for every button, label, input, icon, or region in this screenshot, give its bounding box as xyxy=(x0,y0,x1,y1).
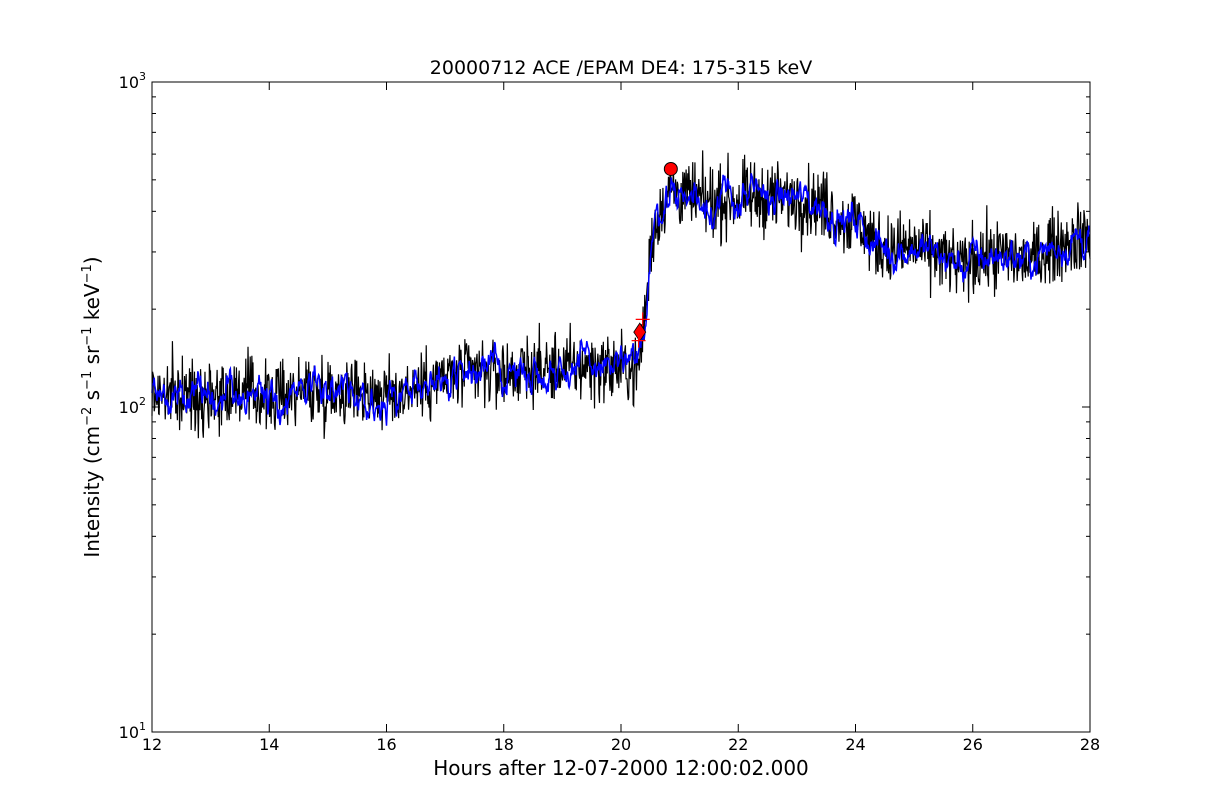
onset-marker-plus xyxy=(635,312,650,327)
y-tick-label: 101 xyxy=(119,720,146,742)
onset-marker-plus xyxy=(631,333,646,348)
x-tick-label: 16 xyxy=(376,735,396,754)
y-tick-label: 102 xyxy=(119,395,146,417)
x-tick-label: 20 xyxy=(611,735,631,754)
x-tick-label: 14 xyxy=(259,735,279,754)
series-line-smoothed xyxy=(151,173,1091,426)
axes-frame xyxy=(151,81,1091,733)
peak-marker-circle xyxy=(663,161,678,176)
chart-title: 20000712 ACE /EPAM DE4: 175-315 keV xyxy=(430,57,812,79)
x-tick-label: 24 xyxy=(845,735,865,754)
x-tick-label: 12 xyxy=(142,735,162,754)
y-tick-label: 103 xyxy=(119,70,146,92)
x-tick-label: 28 xyxy=(1080,735,1100,754)
x-tick-label: 18 xyxy=(494,735,514,754)
x-tick-label: 26 xyxy=(963,735,983,754)
y-axis-label: Intensity (cm−2 s−1 sr−1 keV−1) xyxy=(80,256,104,557)
axis-ticks: 12 14 16 18 20 22 24 26 28 101 102 103 xyxy=(119,70,1101,754)
plot-area xyxy=(151,150,1091,439)
x-tick-label: 22 xyxy=(728,735,748,754)
x-axis-label: Hours after 12-07-2000 12:00:02.000 xyxy=(433,756,809,780)
